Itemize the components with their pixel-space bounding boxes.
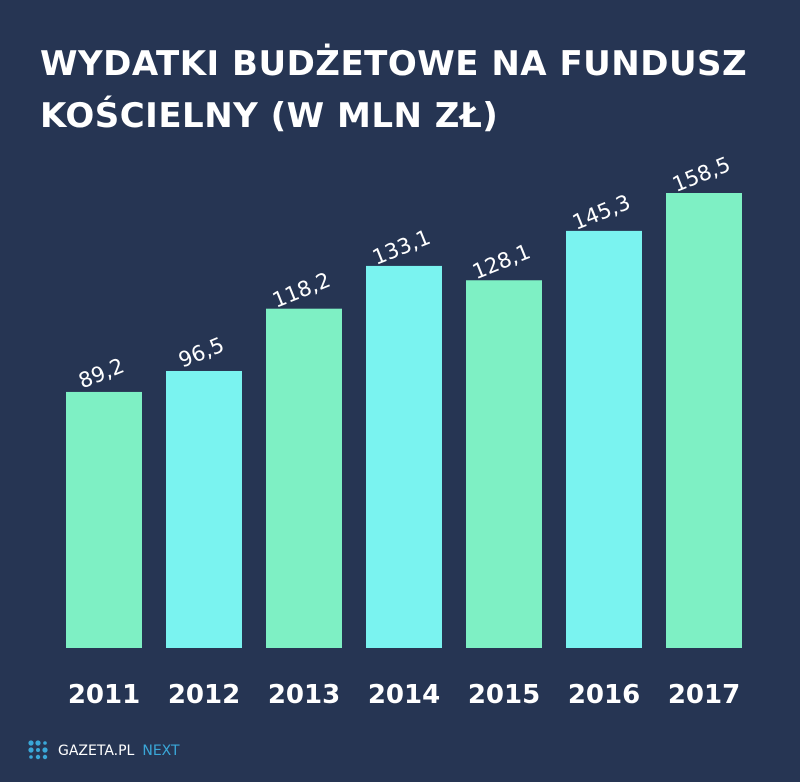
x-tick-2015: 2015 xyxy=(468,680,540,710)
x-tick-2013: 2013 xyxy=(268,680,340,710)
title-line-1: WYDATKI BUDŻETOWE NA FUNDUSZ xyxy=(40,44,748,84)
bar-2016 xyxy=(566,230,642,648)
title-line-2: KOŚCIELNY (W MLN ZŁ) xyxy=(40,96,499,136)
bar-2017 xyxy=(666,193,742,648)
bar-2012 xyxy=(166,370,242,648)
data-label-2016: 145,3 xyxy=(569,190,634,235)
chart-title: WYDATKI BUDŻETOWE NA FUNDUSZ KOŚCIELNY (… xyxy=(40,38,747,142)
data-label-2012: 96,5 xyxy=(175,333,227,373)
data-label-2015: 128,1 xyxy=(469,239,534,284)
bar-2013 xyxy=(266,308,342,648)
x-tick-2011: 2011 xyxy=(68,680,140,710)
x-tick-2016: 2016 xyxy=(568,680,640,710)
dots-logo-icon xyxy=(28,740,48,760)
bar-2014 xyxy=(366,265,442,648)
gazeta-logo: GAZETA.PL NEXT xyxy=(28,740,180,762)
x-tick-2014: 2014 xyxy=(368,680,440,710)
data-label-2011: 89,2 xyxy=(75,354,127,394)
x-tick-2017: 2017 xyxy=(668,680,740,710)
x-tick-2012: 2012 xyxy=(168,680,240,710)
logo-suffix: NEXT xyxy=(142,743,180,759)
data-label-2013: 118,2 xyxy=(269,268,334,313)
data-label-2017: 158,5 xyxy=(669,152,734,197)
logo-brand: GAZETA.PL xyxy=(58,743,135,759)
bar-2015 xyxy=(466,280,542,648)
data-label-2014: 133,1 xyxy=(369,225,434,270)
bar-2011 xyxy=(66,391,142,648)
